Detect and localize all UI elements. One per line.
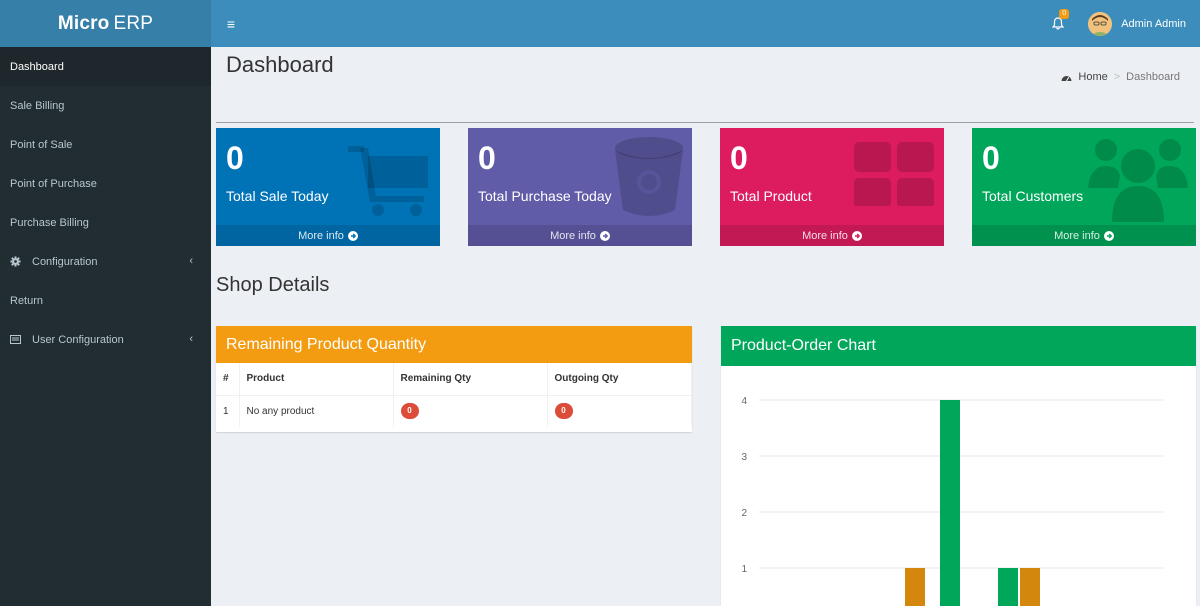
more-info-link[interactable]: More info	[468, 225, 692, 246]
dashboard-icon	[1061, 75, 1072, 81]
avatar	[1088, 11, 1113, 36]
table-row: 1 No any product 0 0	[216, 395, 692, 427]
user-menu[interactable]: Admin Admin	[1088, 11, 1186, 36]
sidebar-item-label: Return	[10, 294, 44, 307]
sidebar-item-point-of-purchase[interactable]: Point of Purchase	[0, 164, 211, 203]
gear-icon	[10, 256, 22, 267]
stat-value: 0	[478, 140, 496, 176]
sidebar-item-label: Purchase Billing	[10, 216, 89, 229]
remaining-product-table: # Product Remaining Qty Outgoing Qty 1 N…	[216, 363, 692, 427]
product-order-chart-panel: Product-Order Chart 1 2 3 4	[721, 326, 1196, 606]
more-info-link[interactable]: More info	[216, 225, 440, 246]
sidebar-item-label: Point of Purchase	[10, 177, 97, 190]
sidebar-item-sale-billing[interactable]: Sale Billing	[0, 86, 211, 125]
sidebar-item-purchase-billing[interactable]: Purchase Billing	[0, 203, 211, 242]
stat-label: Total Product	[730, 188, 812, 204]
stat-label: Total Purchase Today	[478, 188, 612, 204]
sidebar-item-label: Dashboard	[10, 60, 64, 73]
section-title: Shop Details	[216, 274, 330, 296]
bucket-icon	[615, 137, 683, 216]
y-tick-label: 2	[741, 508, 747, 519]
y-tick-label: 4	[741, 396, 747, 407]
notification-count-badge: 0	[1059, 9, 1070, 19]
sidebar-item-dashboard[interactable]: Dashboard	[0, 47, 211, 86]
arrow-circle-right-icon	[1103, 230, 1114, 241]
column-header: Outgoing Qty	[547, 363, 692, 396]
row-outgoing: 0	[547, 395, 692, 427]
more-info-link[interactable]: More info	[972, 225, 1196, 246]
stat-label: Total Sale Today	[226, 188, 329, 204]
outgoing-qty-badge: 0	[554, 403, 573, 420]
panel-title: Product-Order Chart	[721, 326, 1196, 366]
chevron-left-icon: ‹	[189, 333, 193, 345]
brand-bold: Micro	[57, 12, 110, 34]
y-tick-label: 1	[741, 564, 747, 575]
cart-icon	[348, 146, 428, 216]
stat-box-total-sale: 0 Total Sale Today More info	[216, 128, 440, 246]
stat-box-total-customers: 0 Total Customers More info	[972, 128, 1196, 246]
panel-title: Remaining Product Quantity	[216, 326, 692, 363]
sidebar-item-label: Point of Sale	[10, 138, 73, 151]
y-tick-label: 3	[741, 452, 747, 463]
breadcrumb: Home > Dashboard	[1061, 71, 1180, 83]
more-info-label: More info	[298, 229, 344, 242]
user-name: Admin Admin	[1121, 17, 1186, 30]
stat-label: Total Customers	[982, 188, 1084, 204]
column-header: Remaining Qty	[393, 363, 548, 396]
divider	[216, 122, 1194, 123]
breadcrumb-separator: >	[1113, 71, 1121, 83]
nav-right: 0 Admin Admin	[1040, 0, 1200, 47]
sidebar-item-user-configuration[interactable]: User Configuration ‹	[0, 320, 211, 359]
column-header: #	[216, 363, 240, 396]
sidebar: Dashboard Sale Billing Point of Sale Poi…	[0, 47, 211, 606]
breadcrumb-home-link[interactable]: Home	[1078, 71, 1108, 83]
more-info-label: More info	[1054, 229, 1100, 242]
arrow-circle-right-icon	[347, 230, 358, 241]
top-navbar: ≡ 0 Admin Admin	[211, 0, 1200, 47]
more-info-label: More info	[550, 229, 596, 242]
stat-box-total-product: 0 Total Product More info	[720, 128, 944, 246]
sidebar-item-label: User Configuration	[32, 333, 124, 346]
sidebar-item-point-of-sale[interactable]: Point of Sale	[0, 125, 211, 164]
product-order-chart: 1 2 3 4	[741, 396, 1163, 606]
remaining-qty-badge: 0	[400, 403, 419, 420]
notifications-button[interactable]: 0	[1040, 0, 1076, 47]
sidebar-toggle-button[interactable]: ≡	[226, 15, 236, 32]
sidebar-item-label: Sale Billing	[10, 99, 65, 112]
chart-bar[interactable]	[905, 568, 925, 606]
users-icon	[1088, 139, 1188, 222]
breadcrumb-current: Dashboard	[1126, 71, 1180, 83]
sidebar-item-return[interactable]: Return	[0, 281, 211, 320]
page-title: Dashboard	[226, 52, 334, 77]
chevron-left-icon: ‹	[189, 255, 193, 267]
more-info-label: More info	[802, 229, 848, 242]
stat-box-total-purchase: 0 Total Purchase Today More info	[468, 128, 692, 246]
chart-bar[interactable]	[940, 400, 960, 606]
more-info-link[interactable]: More info	[720, 225, 944, 246]
app-logo[interactable]: Micro ERP	[0, 0, 211, 47]
sidebar-item-label: Configuration	[32, 255, 98, 268]
remaining-product-panel: Remaining Product Quantity # Product Rem…	[216, 326, 692, 432]
chart-bar[interactable]	[998, 568, 1018, 606]
brand-light: ERP	[113, 12, 154, 34]
stat-value: 0	[982, 140, 1000, 176]
stat-value: 0	[226, 140, 244, 176]
column-header: Product	[239, 363, 394, 396]
row-index: 1	[216, 395, 240, 427]
chart-bar[interactable]	[1020, 568, 1040, 606]
arrow-circle-right-icon	[599, 230, 610, 241]
chart-area: 1 2 3 4	[721, 366, 1196, 606]
sidebar-item-configuration[interactable]: Configuration ‹	[0, 242, 211, 281]
list-icon	[10, 335, 22, 344]
stat-value: 0	[730, 140, 748, 176]
grid-icon	[854, 142, 934, 206]
arrow-circle-right-icon	[851, 230, 862, 241]
row-remaining: 0	[393, 395, 548, 427]
row-product: No any product	[239, 395, 394, 427]
